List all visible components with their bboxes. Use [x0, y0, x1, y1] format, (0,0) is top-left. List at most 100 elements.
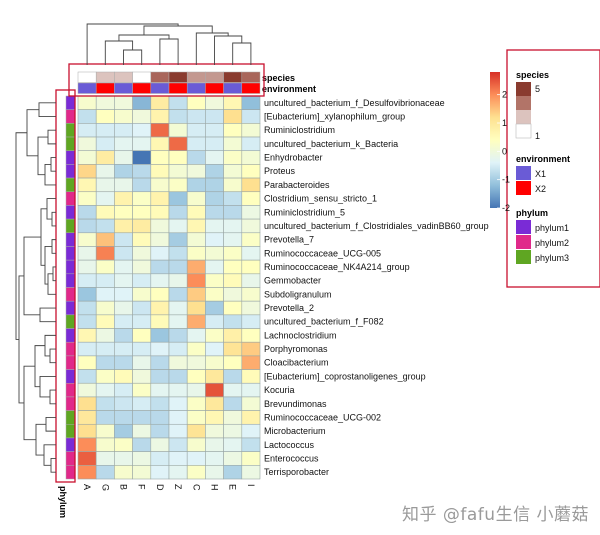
heatmap-cell — [114, 287, 133, 302]
environment-annotation-cell — [114, 82, 133, 94]
column-dendrogram-branch — [86, 23, 179, 65]
phylum-annotation-cell — [65, 246, 76, 261]
environment-annotation-cell — [223, 82, 243, 94]
heatmap-cell — [241, 150, 261, 165]
species-annotation-cell — [205, 71, 224, 83]
row-dendrogram-branch — [44, 163, 56, 186]
row-label: Enhydrobacter — [264, 153, 323, 163]
heatmap-cell — [132, 396, 152, 411]
row-dendrogram-branch — [46, 198, 56, 220]
legend-phylum-title: phylum — [516, 208, 548, 218]
phylum-annotation-cell — [65, 341, 76, 357]
row-label: Parabacteroides — [264, 180, 330, 190]
heatmap-cell — [95, 191, 115, 206]
heatmap-cell — [186, 396, 206, 411]
species-annotation-cell — [132, 71, 152, 83]
heatmap-cell — [223, 205, 243, 220]
heatmap-cell — [186, 150, 206, 165]
environment-annotation-cell — [168, 82, 188, 94]
row-dendrogram-branch — [43, 444, 56, 466]
heatmap-cell — [205, 465, 224, 480]
heatmap-cell — [241, 423, 261, 439]
heatmap-cell — [95, 259, 115, 275]
heatmap-cell — [168, 300, 188, 316]
phylum-annotation-cell — [65, 136, 76, 151]
heatmap-cell — [150, 300, 170, 316]
legend-species-swatch — [515, 123, 532, 139]
heatmap-cell — [205, 150, 224, 165]
heatmap-cell — [132, 341, 152, 357]
phylum-annotation-cell — [65, 177, 76, 192]
heatmap-cell — [223, 259, 243, 275]
phylum-annotation-cell — [65, 95, 76, 110]
legend-environment-label: X2 — [535, 184, 546, 194]
heatmap-cell — [168, 273, 188, 288]
column-label: B — [119, 484, 129, 490]
heatmap-cell — [132, 369, 152, 384]
heatmap-cell — [132, 246, 152, 261]
watermark: 知乎 @fafu生信 小蘑菇 — [402, 505, 589, 525]
phylum-annotation-cell — [65, 232, 76, 247]
heatmap-cell — [114, 355, 133, 370]
heatmap-cell — [186, 300, 206, 316]
heatmap-cell — [150, 246, 170, 261]
heatmap-cell — [205, 369, 224, 384]
row-label: Enterococcus — [264, 453, 319, 463]
heatmap-cell — [223, 314, 243, 329]
heatmap-cell — [132, 300, 152, 316]
column-label: H — [210, 484, 220, 491]
heatmap-cell — [132, 191, 152, 206]
row-dendrogram-branch — [44, 246, 52, 285]
heatmap-cell — [150, 191, 170, 206]
heatmap-cell — [77, 205, 97, 220]
heatmap-cell — [186, 328, 206, 343]
heatmap-cell — [95, 410, 115, 425]
phylum-annotation-cell — [65, 383, 76, 398]
row-label: [Eubacterium]_coprostanoligenes_group — [264, 371, 426, 381]
legend-environment-title: environment — [516, 154, 570, 164]
column-dendrogram-branch — [123, 49, 143, 65]
heatmap-cell — [223, 451, 243, 466]
heatmap-cell — [168, 451, 188, 466]
heatmap-cell — [95, 300, 115, 316]
heatmap-cell — [132, 437, 152, 452]
heatmap-cell — [223, 410, 243, 425]
heatmap-cell — [205, 355, 224, 370]
heatmap-cell — [168, 150, 188, 165]
heatmap-cell — [132, 205, 152, 220]
heatmap-cell — [150, 465, 170, 480]
colorbar-tick-label: -2 — [502, 203, 510, 213]
heatmap-cell — [241, 300, 261, 316]
heatmap-cell — [241, 109, 261, 124]
heatmap-cell — [95, 164, 115, 179]
heatmap-cell — [95, 465, 115, 480]
heatmap-cell — [95, 437, 115, 452]
heatmap-cell — [223, 150, 243, 165]
heatmap-cell — [150, 396, 170, 411]
heatmap-cell — [241, 369, 261, 384]
heatmap-cell — [114, 246, 133, 261]
heatmap-cell — [186, 273, 206, 288]
heatmap-cell — [95, 328, 115, 343]
heatmap-cell — [186, 136, 206, 152]
column-label: F — [137, 484, 147, 490]
row-dendrogram-branch — [39, 375, 56, 398]
heatmap-cell — [168, 314, 188, 329]
heatmap-cell — [205, 423, 224, 439]
heatmap-cell — [205, 177, 224, 193]
heatmap-cell — [77, 314, 97, 329]
heatmap-cell — [186, 382, 206, 398]
heatmap-cell — [77, 109, 97, 124]
heatmap-cell — [95, 396, 115, 411]
heatmap-cell — [186, 437, 206, 452]
heatmap-cell — [150, 355, 170, 370]
heatmap-cell — [132, 232, 152, 247]
column-label: I — [246, 484, 256, 487]
legend-phylum-label: phylum2 — [535, 238, 569, 248]
heatmap-cell — [150, 259, 170, 275]
species-annotation-cell — [223, 71, 243, 83]
heatmap-cell — [95, 123, 115, 138]
environment-annotation-cell — [150, 82, 170, 94]
heatmap-cell — [223, 341, 243, 357]
heatmap-cell — [77, 355, 97, 370]
